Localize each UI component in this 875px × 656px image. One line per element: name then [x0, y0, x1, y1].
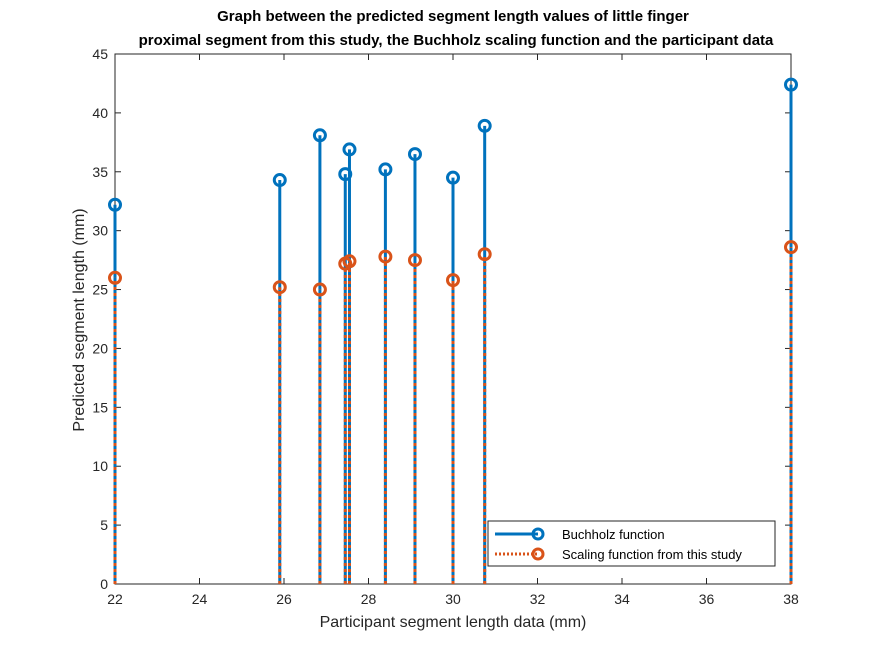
stem-marker-series-0 [338, 167, 353, 182]
legend-label-scaling: Scaling function from this study [562, 547, 742, 562]
stem-marker-series-1 [272, 280, 287, 295]
stem-marker-series-1 [378, 249, 393, 264]
stem-marker-series-1 [407, 253, 422, 268]
stem-marker-series-1 [784, 240, 798, 255]
legend-marker-scaling [531, 547, 545, 561]
stem-marker-series-0 [312, 128, 327, 143]
x-tick-label: 34 [614, 591, 630, 607]
chart-title-line1: Graph between the predicted segment leng… [217, 8, 689, 25]
x-tick-label: 22 [107, 591, 123, 607]
y-tick-label: 35 [92, 164, 108, 180]
y-tick-label: 20 [92, 340, 108, 356]
y-tick-label: 10 [92, 458, 108, 474]
x-tick-label: 38 [783, 591, 799, 607]
x-axis-label: Participant segment length data (mm) [320, 614, 587, 631]
stem-marker-series-1 [446, 273, 460, 288]
plot-area: 22 24 26 28 30 32 34 36 38 0 5 10 15 20 25 30 35 40 45 [92, 46, 799, 607]
stem-marker-series-0 [272, 173, 287, 188]
stem-marker-series-0 [342, 142, 357, 157]
x-tick-label: 24 [192, 591, 208, 607]
y-tick-label: 40 [92, 105, 108, 121]
x-tick-label: 30 [445, 591, 461, 607]
y-tick-label: 45 [92, 46, 108, 62]
stem-marker-series-0 [407, 147, 422, 162]
chart-title-line2: proximal segment from this study, the Bu… [139, 32, 774, 49]
stem-marker-series-0 [477, 118, 492, 133]
y-tick-label: 30 [92, 223, 108, 239]
y-axis-label: Predicted segment length (mm) [71, 208, 88, 431]
x-tick-label: 28 [361, 591, 377, 607]
stem-marker-series-1 [477, 247, 492, 262]
y-tick-label: 5 [100, 517, 108, 533]
x-tick-label: 26 [276, 591, 292, 607]
stem-marker-series-1 [342, 254, 357, 269]
legend-label-buchholz: Buchholz function [562, 527, 665, 542]
stem-marker-series-1 [312, 282, 327, 297]
stem-marker-series-1 [108, 270, 122, 285]
x-tick-label: 36 [699, 591, 715, 607]
y-tick-label: 0 [100, 576, 108, 592]
y-tick-label: 25 [92, 282, 108, 298]
y-tick-label: 15 [92, 399, 108, 415]
stem-marker-series-0 [446, 170, 460, 185]
stem-marker-series-0 [378, 162, 393, 177]
legend: Buchholz function Scaling function from … [487, 520, 776, 567]
stem-marker-series-0 [108, 197, 122, 212]
x-tick-label: 32 [530, 591, 546, 607]
stem-marker-series-0 [784, 77, 798, 92]
legend-marker-buchholz [531, 527, 545, 541]
